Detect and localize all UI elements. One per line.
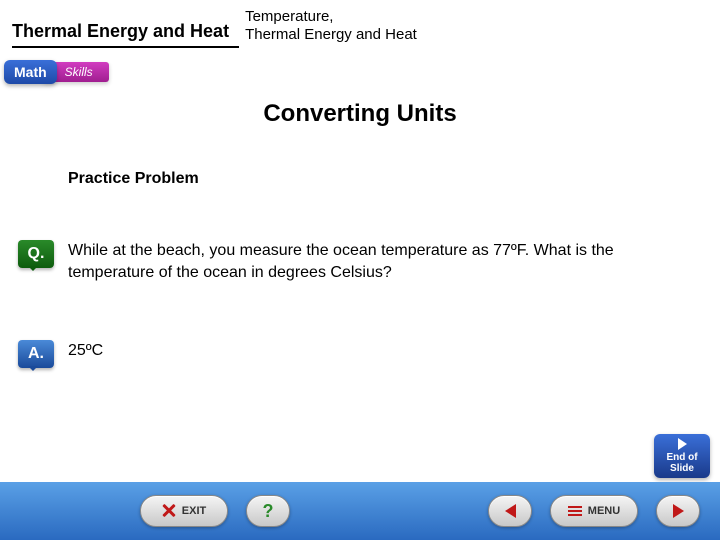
section-title: Temperature, Thermal Energy and Heat (239, 8, 417, 48)
menu-label: MENU (588, 505, 620, 517)
slide-header: Thermal Energy and Heat Temperature, The… (0, 0, 720, 48)
end-line1: End of (666, 452, 697, 463)
menu-icon (568, 506, 582, 516)
triangle-right-icon (673, 504, 684, 518)
page-title: Converting Units (0, 100, 720, 128)
exit-label: EXIT (182, 505, 206, 517)
close-icon (162, 504, 176, 518)
practice-problem-label: Practice Problem (68, 170, 199, 188)
prev-button[interactable] (488, 495, 532, 527)
help-icon: ? (263, 501, 274, 522)
answer-row: A. 25ºC (18, 340, 660, 368)
triangle-left-icon (505, 504, 516, 518)
section-line2: Thermal Energy and Heat (245, 26, 417, 43)
question-text: While at the beach, you measure the ocea… (68, 240, 660, 283)
exit-button[interactable]: EXIT (140, 495, 228, 527)
footer-nav: EXIT ? MENU (0, 482, 720, 540)
question-row: Q. While at the beach, you measure the o… (18, 240, 660, 283)
answer-icon: A. (18, 340, 54, 368)
question-icon: Q. (18, 240, 54, 268)
help-button[interactable]: ? (246, 495, 290, 527)
end-of-slide-badge: End of Slide (654, 434, 710, 478)
section-line1: Temperature, (245, 8, 333, 25)
math-badge: Math (4, 60, 57, 84)
menu-button[interactable]: MENU (550, 495, 638, 527)
next-button[interactable] (656, 495, 700, 527)
badge-row: Math Skills (0, 60, 109, 84)
end-line2: Slide (670, 463, 694, 474)
answer-text: 25ºC (68, 340, 103, 362)
chapter-title: Thermal Energy and Heat (12, 21, 239, 48)
triangle-right-icon (678, 438, 687, 450)
